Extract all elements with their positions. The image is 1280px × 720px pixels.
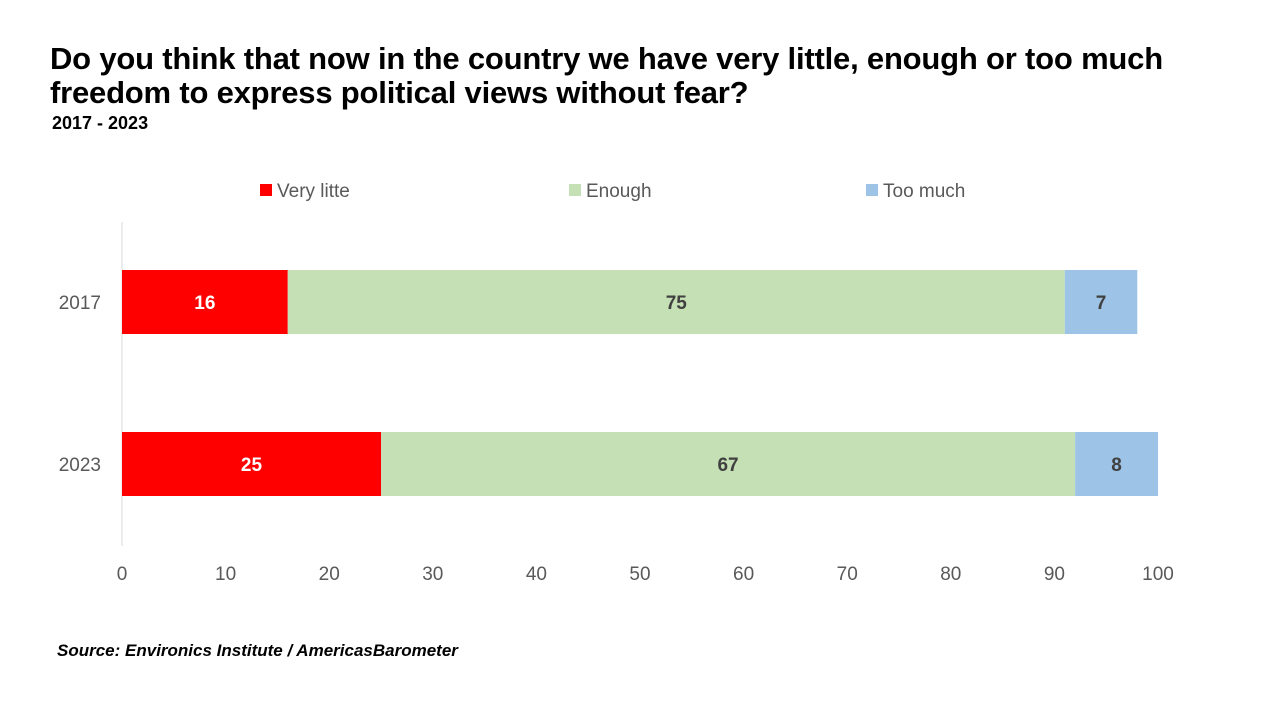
legend-swatch <box>260 184 272 196</box>
bar-2017-enough <box>287 270 1065 334</box>
legend-label: Too much <box>883 181 965 202</box>
bar-2023-enough <box>381 432 1076 496</box>
x-tick-label: 0 <box>117 564 128 585</box>
data-label: 67 <box>717 455 738 476</box>
data-label: 75 <box>666 293 688 314</box>
bar-2017-very-litte <box>122 270 288 334</box>
x-tick-label: 100 <box>1142 564 1174 585</box>
category-label: 2017 <box>59 293 101 314</box>
x-tick-label: 70 <box>837 564 858 585</box>
data-label: 16 <box>194 293 215 314</box>
data-label: 8 <box>1111 455 1122 476</box>
x-tick-label: 80 <box>940 564 961 585</box>
x-tick-label: 40 <box>526 564 547 585</box>
x-tick-label: 60 <box>733 564 754 585</box>
x-tick-label: 50 <box>629 564 650 585</box>
x-tick-label: 10 <box>215 564 236 585</box>
data-label: 25 <box>241 455 263 476</box>
category-label: 2023 <box>59 455 101 476</box>
chart-title: Do you think that now in the country we … <box>50 41 1163 110</box>
legend-swatch <box>569 184 581 196</box>
data-label: 7 <box>1096 293 1107 314</box>
source-note: Source: Environics Institute / AmericasB… <box>57 641 458 660</box>
bar-2023-too-much <box>1075 432 1158 496</box>
legend-swatch <box>866 184 878 196</box>
x-tick-label: 90 <box>1044 564 1065 585</box>
bar-2017-too-much <box>1064 270 1138 334</box>
x-tick-label: 30 <box>422 564 443 585</box>
legend-label: Enough <box>586 181 652 202</box>
x-tick-label: 20 <box>319 564 340 585</box>
bar-2023-very-litte <box>122 432 381 496</box>
legend-label: Very litte <box>277 181 350 202</box>
chart-subtitle: 2017 - 2023 <box>52 113 149 133</box>
